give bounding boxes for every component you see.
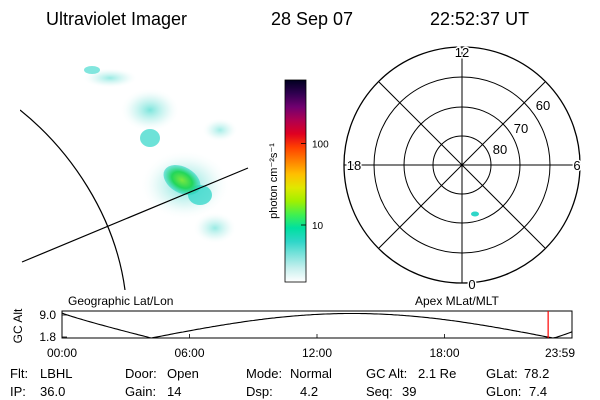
orbit-ytick-label: 9.0 bbox=[39, 308, 56, 322]
status-label: Dsp: bbox=[246, 384, 273, 399]
orbit-altitude-curve bbox=[61, 312, 573, 339]
status-value: 4.2 bbox=[300, 384, 318, 399]
coastline-arc bbox=[20, 109, 126, 290]
orbit-xtick-label: 12:00 bbox=[302, 346, 332, 360]
aurora-glow bbox=[82, 66, 238, 244]
colorbar-scale bbox=[284, 79, 307, 283]
status-value: LBHL bbox=[40, 366, 73, 381]
status-value: 36.0 bbox=[40, 384, 65, 399]
mlt-label-top: 12 bbox=[455, 45, 469, 60]
orbit-plot-frame bbox=[61, 310, 573, 339]
orbit-ytick-label: 1.8 bbox=[39, 330, 56, 344]
status-label: GC Alt: bbox=[366, 366, 407, 381]
orbit-xtick-label: 18:00 bbox=[429, 346, 459, 360]
status-value: Normal bbox=[290, 366, 332, 381]
orbit-xtick-label: 00:00 bbox=[47, 346, 77, 360]
mlat-label-70: 70 bbox=[514, 121, 528, 136]
mlt-diagonal-2 bbox=[378, 81, 546, 249]
orbit-ylabel: GC Alt bbox=[11, 308, 25, 343]
status-value: 7.4 bbox=[529, 384, 547, 399]
orbit-xtick-label: 06:00 bbox=[174, 346, 204, 360]
mlt-label-left: 18 bbox=[347, 158, 361, 173]
status-label: GLon: bbox=[486, 384, 521, 399]
status-value: 14 bbox=[167, 384, 181, 399]
polar-plot: 12 18 6 0 60 70 80 bbox=[343, 44, 582, 294]
polar-plot-label: Apex MLat/MLT bbox=[415, 294, 499, 308]
mlt-label-bottom: 0 bbox=[468, 277, 475, 292]
geo-map-label: Geographic Lat/Lon bbox=[68, 294, 173, 308]
status-label: Door: bbox=[125, 366, 157, 381]
status-label: GLat: bbox=[486, 366, 518, 381]
status-value: 39 bbox=[402, 384, 416, 399]
mlat-label-80: 80 bbox=[493, 142, 507, 157]
orbit-xtick-label: 23:59 bbox=[545, 346, 575, 360]
status-panel: Flt: LBHL Door: Open Mode: Normal GC Alt: 2.1 R… bbox=[10, 366, 549, 399]
time-label: 22:52:37 UT bbox=[430, 9, 529, 29]
status-label: Flt: bbox=[10, 366, 28, 381]
aurora-core bbox=[163, 164, 201, 196]
status-value: Open bbox=[167, 366, 199, 381]
mlt-label-right: 6 bbox=[573, 158, 580, 173]
colorbar: 100 10 photon cm⁻²s⁻¹ bbox=[268, 79, 329, 283]
terminator-line bbox=[21, 167, 249, 263]
mlat-label-60: 60 bbox=[536, 98, 550, 113]
date-label: 28 Sep 07 bbox=[271, 9, 353, 29]
colorbar-unit-label: photon cm⁻²s⁻¹ bbox=[268, 143, 280, 219]
status-label: Mode: bbox=[246, 366, 282, 381]
status-label: Gain: bbox=[125, 384, 156, 399]
status-label: IP: bbox=[10, 384, 26, 399]
polar-aurora-spot bbox=[471, 211, 479, 217]
colorbar-tick-label: 10 bbox=[312, 221, 324, 232]
status-value: 2.1 Re bbox=[418, 366, 456, 381]
colorbar-tick-label: 100 bbox=[312, 139, 329, 150]
orbit-altitude-plot: GC Alt 9.0 1.8 00:00 06:00 12:00 18:00 23:59 bbox=[11, 308, 575, 360]
status-label: Seq: bbox=[366, 384, 393, 399]
status-value: 78.2 bbox=[524, 366, 549, 381]
instrument-title: Ultraviolet Imager bbox=[46, 9, 187, 29]
geographic-map bbox=[20, 66, 249, 290]
